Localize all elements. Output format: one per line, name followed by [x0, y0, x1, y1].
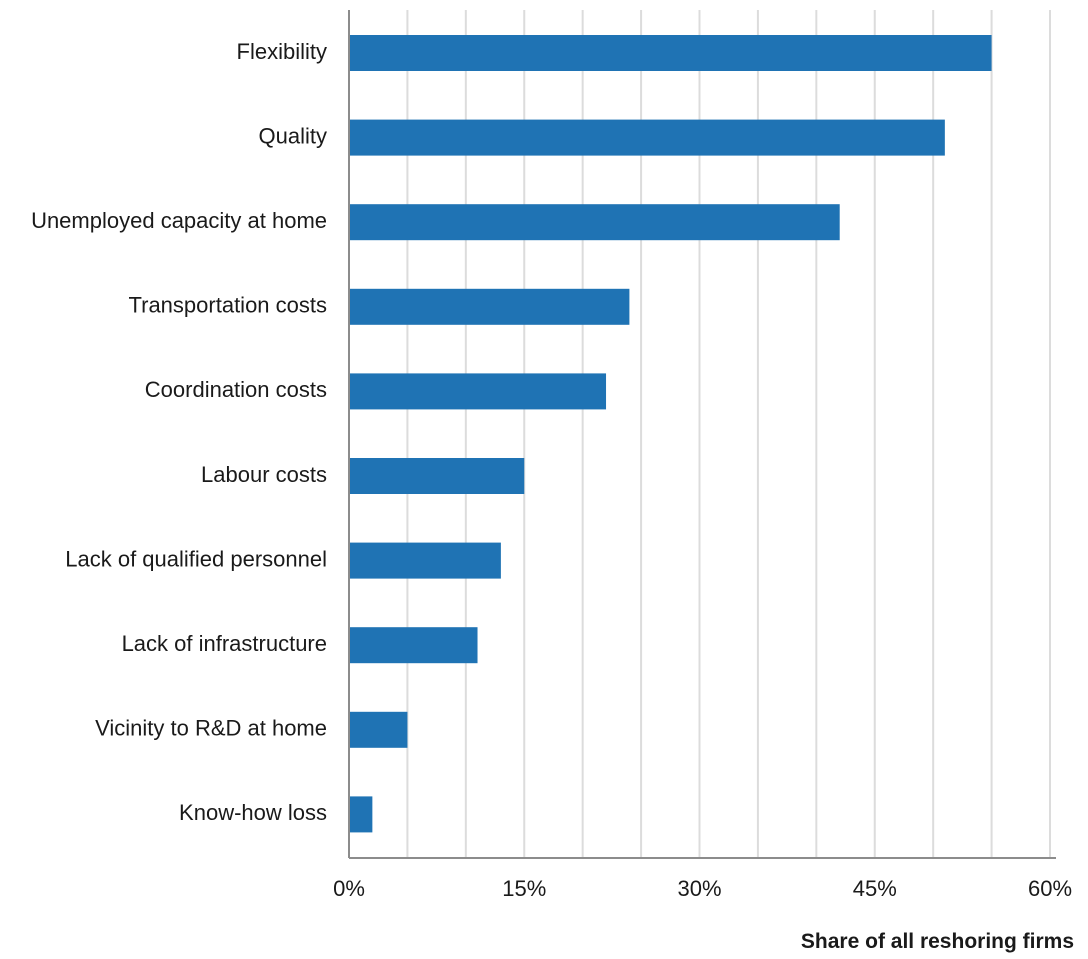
bar-2 [349, 204, 840, 241]
category-label-1: Quality [259, 123, 327, 148]
category-label-9: Know-how loss [179, 800, 327, 825]
category-labels: Flexibility Quality Unemployed capacity at… [31, 39, 327, 825]
category-label-5: Labour costs [201, 462, 327, 487]
x-tick-label-2: 30% [677, 876, 721, 901]
category-label-0: Flexibility [237, 39, 327, 64]
bar-1 [349, 119, 945, 156]
x-tick-labels: 0% 15% 30% 45% 60% [333, 876, 1072, 901]
x-tick-label-3: 45% [853, 876, 897, 901]
bar-6 [349, 542, 501, 579]
category-label-6: Lack of qualified personnel [65, 546, 327, 571]
category-label-3: Transportation costs [129, 293, 328, 318]
bar-3 [349, 288, 630, 325]
category-label-4: Coordination costs [145, 377, 327, 402]
x-tick-label-4: 60% [1028, 876, 1072, 901]
x-tick-label-0: 0% [333, 876, 365, 901]
category-label-8: Vicinity to R&D at home [95, 716, 327, 741]
bar-7 [349, 627, 478, 664]
bars [349, 35, 992, 833]
bar-0 [349, 35, 992, 71]
bar-4 [349, 373, 607, 410]
x-axis-title: Share of all reshoring firms [801, 930, 1074, 953]
bar-9 [349, 796, 373, 833]
category-label-2: Unemployed capacity at home [31, 208, 327, 233]
x-tick-label-1: 15% [502, 876, 546, 901]
bar-5 [349, 458, 525, 494]
category-label-7: Lack of infrastructure [122, 631, 327, 656]
bar-8 [349, 711, 408, 748]
